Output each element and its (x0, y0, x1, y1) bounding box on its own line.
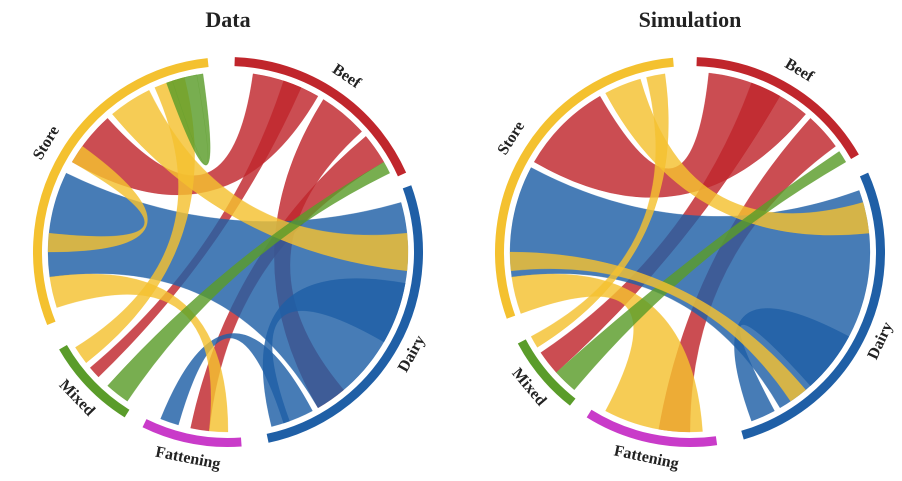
diagram-title: Data (205, 7, 250, 32)
group-label: Beef (782, 55, 817, 85)
chord (89, 80, 302, 378)
group-label: Beef (329, 61, 364, 92)
chord (734, 308, 850, 422)
group-arc (741, 172, 885, 440)
diagram-title: Simulation (639, 7, 742, 32)
group-arc (517, 339, 576, 406)
group-arc (142, 419, 242, 447)
group-arc (696, 57, 859, 160)
chord (555, 150, 847, 391)
group-arc (495, 57, 674, 319)
group-arc (586, 409, 718, 447)
chord (509, 251, 807, 402)
group-label: Fattening (612, 442, 680, 472)
chord (540, 82, 781, 373)
group-arc (33, 58, 209, 326)
group-arc (234, 57, 407, 177)
chord (49, 273, 229, 433)
chord (262, 278, 406, 427)
chord (166, 73, 211, 166)
chord (107, 161, 391, 402)
chord (111, 89, 409, 272)
group-arc (59, 344, 130, 418)
chord (530, 73, 669, 348)
chord (47, 145, 148, 253)
group-arc (266, 185, 423, 443)
group-label: Fattening (154, 444, 222, 473)
